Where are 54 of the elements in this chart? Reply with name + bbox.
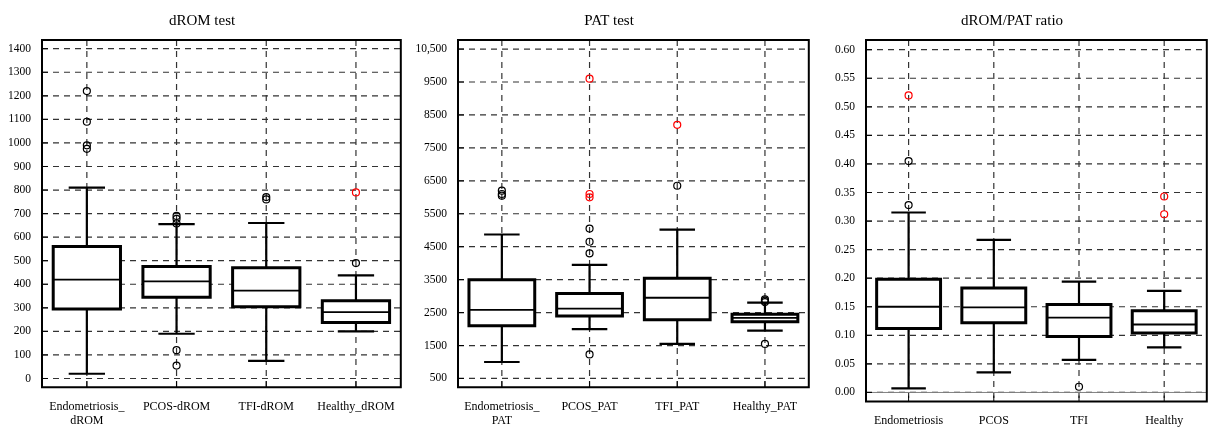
y-tick-label: 4500 <box>424 239 448 252</box>
y-tick-label: 900 <box>13 159 32 172</box>
y-tick-label: 0.00 <box>834 385 856 398</box>
y-tick-label: 8500 <box>424 107 448 120</box>
y-tick-label: 200 <box>13 324 32 337</box>
y-tick-label: 500 <box>13 253 32 266</box>
y-tick-label: 0.05 <box>834 356 856 369</box>
y-tick-label: 5500 <box>424 206 448 219</box>
x-tick-label: Endometriosis_ PAT <box>464 398 541 427</box>
y-tick-label: 0.15 <box>834 299 856 312</box>
y-tick-label: 0.55 <box>834 71 856 84</box>
y-tick-label: 300 <box>13 300 32 313</box>
y-tick-label: 0.45 <box>834 128 856 141</box>
y-tick-label: 800 <box>13 183 32 196</box>
y-tick-label: 3500 <box>424 272 448 285</box>
x-tick-label: TFI_PAT <box>655 398 701 413</box>
y-tick-label: 7500 <box>424 140 448 153</box>
y-tick-label: 0 <box>25 371 32 384</box>
y-tick-label: 700 <box>13 206 32 219</box>
y-tick-label: 1300 <box>8 65 32 78</box>
y-tick-label: 2500 <box>424 305 448 318</box>
x-tick-label: Endometriosis <box>873 412 944 427</box>
y-tick-label: 0.10 <box>834 328 856 341</box>
y-tick-label: 0.20 <box>834 271 856 284</box>
chart-title: dROM test <box>168 11 236 28</box>
y-tick-label: 0.50 <box>834 99 856 112</box>
y-tick-label: 1200 <box>8 88 32 101</box>
x-tick-label: PCOS-dROM <box>142 398 211 413</box>
x-tick-label: TFI <box>1070 412 1088 427</box>
x-tick-label: Healthy <box>1145 412 1184 427</box>
y-tick-label: 0.40 <box>834 156 856 169</box>
y-tick-label: 0.30 <box>834 214 856 227</box>
chart-title: dROM/PAT ratio <box>960 11 1064 28</box>
y-tick-label: 100 <box>13 347 32 360</box>
y-tick-label: 1000 <box>8 135 32 148</box>
y-tick-label: 10,500 <box>415 42 448 56</box>
x-tick-label: Endometriosis_ dROM <box>49 398 126 427</box>
y-tick-label: 1400 <box>8 41 32 54</box>
x-tick-label: TFI-dROM <box>238 398 295 413</box>
y-tick-label: 500 <box>429 371 448 384</box>
y-tick-label: 600 <box>13 230 32 243</box>
y-tick-label: 0.25 <box>834 242 856 255</box>
y-tick-label: 0.35 <box>834 185 856 198</box>
x-tick-label: Healthy_PAT <box>732 398 798 413</box>
x-tick-label: PCOS <box>978 412 1009 427</box>
x-tick-label: Healthy_dROM <box>317 398 395 413</box>
y-tick-label: 1100 <box>8 112 32 125</box>
y-tick-label: 1500 <box>424 338 448 351</box>
y-tick-label: 400 <box>13 277 32 290</box>
y-tick-label: 9500 <box>424 75 448 88</box>
x-tick-label: PCOS_PAT <box>561 398 619 413</box>
y-tick-label: 6500 <box>424 173 448 186</box>
chart-title: PAT test <box>584 11 635 28</box>
y-tick-label: 0.60 <box>834 42 856 55</box>
